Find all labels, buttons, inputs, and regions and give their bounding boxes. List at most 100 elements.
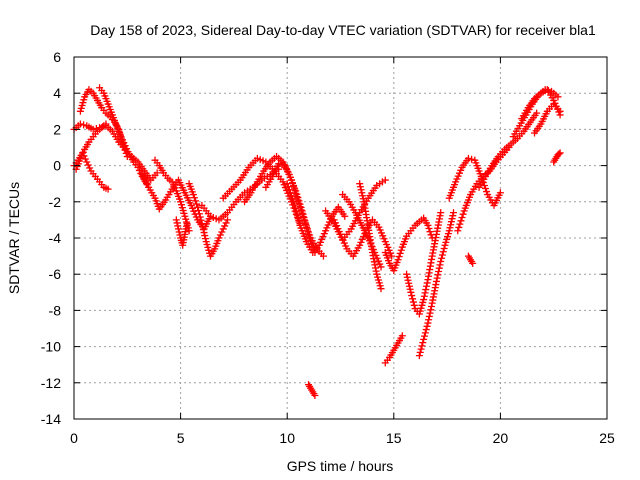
data-point bbox=[76, 120, 84, 128]
data-point bbox=[408, 292, 416, 300]
data-point bbox=[432, 277, 440, 285]
data-point bbox=[437, 258, 445, 266]
data-point bbox=[80, 121, 88, 129]
data-point bbox=[394, 256, 402, 264]
data-point bbox=[422, 326, 430, 334]
data-point bbox=[483, 188, 491, 196]
series-arc22 bbox=[403, 209, 445, 318]
data-point bbox=[195, 210, 203, 218]
data-point bbox=[290, 198, 298, 206]
data-point bbox=[554, 93, 562, 101]
data-point bbox=[302, 222, 310, 230]
data-point bbox=[137, 169, 145, 177]
data-point bbox=[121, 142, 129, 150]
data-point bbox=[454, 227, 462, 235]
data-point bbox=[356, 180, 364, 188]
data-point bbox=[427, 302, 435, 310]
data-point bbox=[286, 189, 294, 197]
data-point bbox=[457, 217, 465, 225]
data-point bbox=[174, 222, 182, 230]
x-tick-label: 0 bbox=[70, 430, 78, 446]
data-point bbox=[295, 218, 303, 226]
data-point bbox=[439, 248, 447, 256]
data-point bbox=[134, 163, 142, 171]
data-point bbox=[417, 345, 425, 353]
data-point bbox=[169, 181, 177, 189]
data-point bbox=[168, 178, 176, 186]
series-arc21 bbox=[381, 332, 406, 367]
data-point bbox=[496, 189, 504, 197]
y-axis-label: SDTVAR / TECUs bbox=[6, 182, 22, 294]
data-point bbox=[79, 148, 87, 156]
data-point bbox=[556, 149, 564, 157]
data-point bbox=[409, 295, 417, 303]
data-point bbox=[359, 192, 367, 200]
data-point bbox=[215, 234, 223, 242]
series-arc24 bbox=[445, 154, 504, 209]
y-tick-label: -6 bbox=[49, 266, 62, 282]
data-point bbox=[415, 352, 423, 360]
data-point bbox=[469, 259, 477, 267]
data-point bbox=[437, 209, 445, 217]
data-point bbox=[195, 206, 203, 214]
data-point bbox=[405, 282, 413, 290]
data-point bbox=[104, 185, 112, 193]
data-point bbox=[438, 254, 446, 262]
data-point bbox=[357, 186, 365, 194]
x-axis-label: GPS time / hours bbox=[287, 458, 394, 474]
data-point bbox=[275, 160, 283, 168]
y-tick-label: -8 bbox=[49, 302, 62, 318]
x-tick-label: 5 bbox=[177, 430, 185, 446]
data-point bbox=[102, 120, 110, 128]
data-point bbox=[456, 220, 464, 228]
data-point bbox=[297, 206, 305, 214]
data-point bbox=[89, 125, 97, 133]
data-point bbox=[434, 271, 442, 279]
y-tick-label: -10 bbox=[41, 339, 61, 355]
data-point bbox=[78, 151, 86, 159]
data-point bbox=[404, 276, 412, 284]
series-arc8 bbox=[172, 216, 191, 249]
data-point bbox=[190, 194, 198, 202]
data-point bbox=[403, 270, 411, 278]
data-point bbox=[319, 252, 327, 260]
data-point bbox=[405, 279, 413, 287]
data-point bbox=[283, 180, 291, 188]
y-tick-label: 2 bbox=[53, 121, 61, 137]
data-point bbox=[293, 193, 301, 201]
data-point bbox=[438, 251, 446, 259]
data-point bbox=[294, 215, 302, 223]
data-point bbox=[175, 228, 183, 236]
data-point bbox=[193, 200, 201, 208]
data-point bbox=[377, 285, 385, 293]
data-point bbox=[341, 212, 349, 220]
data-point bbox=[435, 264, 443, 272]
data-point bbox=[440, 244, 448, 252]
data-point bbox=[458, 213, 466, 221]
data-point bbox=[425, 316, 433, 324]
series-arc13 bbox=[262, 160, 327, 260]
series-arc30 bbox=[531, 100, 564, 137]
data-point bbox=[293, 211, 301, 219]
data-point bbox=[199, 223, 207, 231]
data-point bbox=[295, 199, 303, 207]
data-point bbox=[398, 332, 406, 340]
data-point bbox=[422, 282, 430, 290]
data-point bbox=[407, 288, 415, 296]
y-tick-label: -4 bbox=[49, 230, 62, 246]
data-point bbox=[292, 208, 300, 216]
data-points bbox=[70, 84, 564, 399]
data-point bbox=[447, 221, 455, 229]
data-point bbox=[419, 339, 427, 347]
data-point bbox=[124, 148, 132, 156]
data-point bbox=[409, 298, 417, 306]
x-tick-label: 20 bbox=[493, 430, 509, 446]
series-arc15 bbox=[305, 381, 319, 399]
data-point bbox=[556, 107, 564, 115]
data-point bbox=[86, 164, 94, 172]
data-point bbox=[425, 312, 433, 320]
data-point bbox=[296, 203, 304, 211]
series-arc26 bbox=[464, 252, 477, 267]
data-point bbox=[117, 133, 125, 141]
